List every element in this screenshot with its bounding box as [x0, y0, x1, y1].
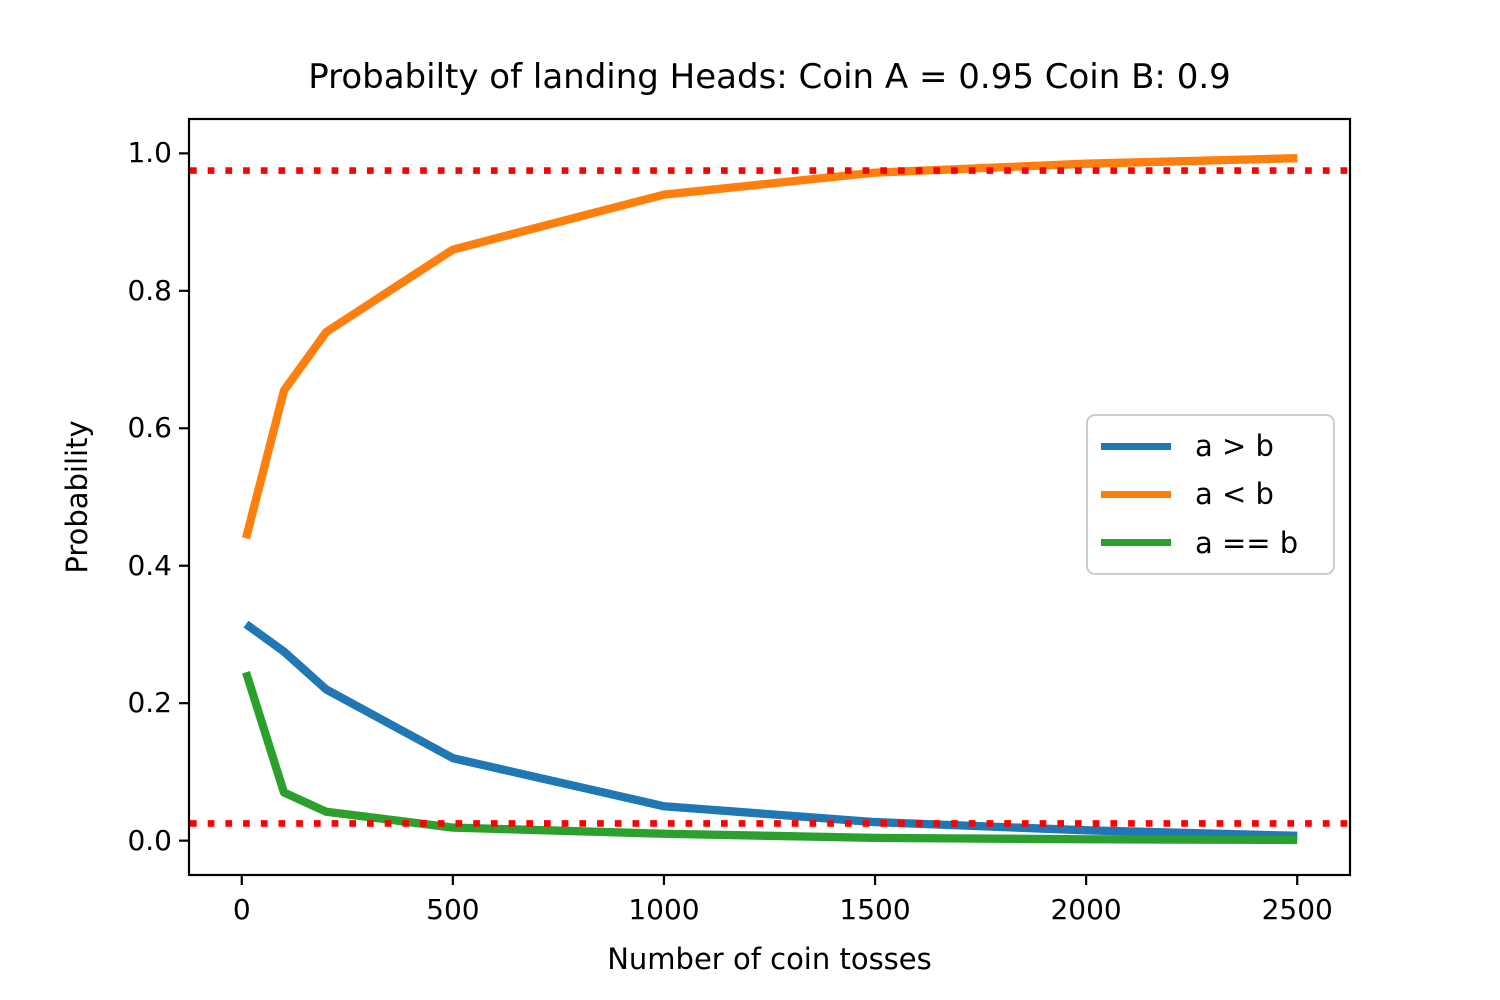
- x-tick-label: 1500: [839, 893, 911, 926]
- legend-line-green: [1101, 539, 1171, 547]
- legend-item: a < b: [1101, 477, 1325, 511]
- legend-line-blue: [1101, 442, 1171, 450]
- x-tick-label: 0: [232, 893, 251, 926]
- legend-item: a > b: [1101, 429, 1325, 463]
- x-tick-label: 2000: [1050, 893, 1122, 926]
- series-line-a-b: [242, 671, 1298, 845]
- series-line-a-b: [243, 620, 1298, 840]
- legend: a > b a < b a == b: [1086, 414, 1335, 575]
- x-tick-label: 1000: [628, 893, 700, 926]
- chart-title: Probabilty of landing Heads: Coin A = 0.…: [308, 57, 1231, 97]
- legend-label: a == b: [1195, 525, 1299, 560]
- x-tick-label: 2500: [1261, 893, 1333, 926]
- legend-item: a == b: [1101, 526, 1325, 560]
- series-line-a-b: [241, 154, 1298, 540]
- y-tick-label: 0.0: [127, 823, 172, 857]
- legend-label: a > b: [1195, 429, 1274, 464]
- y-tick-label: 0.6: [127, 411, 172, 445]
- x-tick-label: 500: [426, 893, 480, 926]
- x-axis-label: Number of coin tosses: [607, 942, 932, 976]
- y-tick-label: 0.2: [127, 686, 172, 720]
- y-tick-label: 0.8: [127, 273, 172, 307]
- y-tick-label: 1.0: [127, 136, 172, 170]
- axes-frame: [187, 117, 1352, 877]
- legend-label: a < b: [1195, 477, 1274, 512]
- legend-line-orange: [1101, 490, 1171, 498]
- y-tick-label: 0.4: [127, 548, 172, 582]
